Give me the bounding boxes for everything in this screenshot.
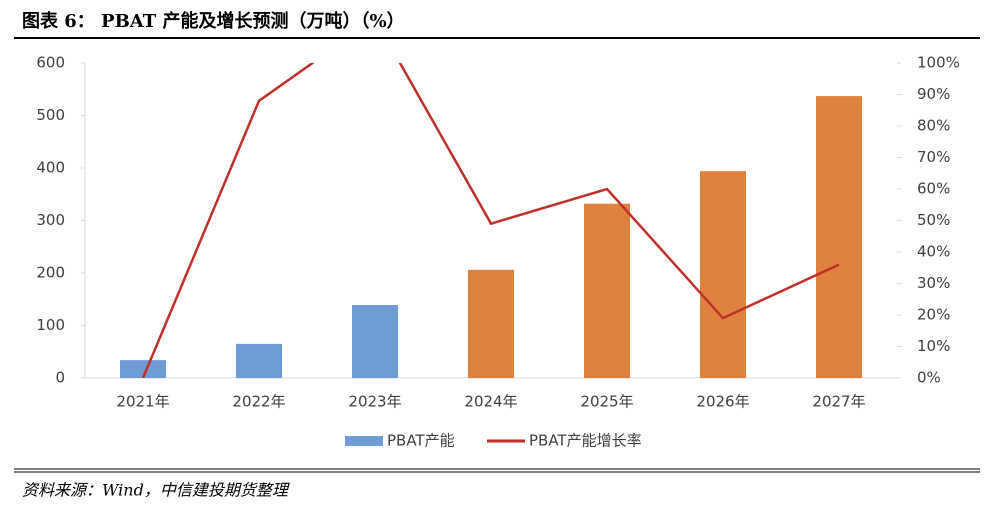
x-tick-label: 2022年 xyxy=(232,393,285,411)
y-tick-label: 500 xyxy=(36,106,65,124)
bar xyxy=(352,305,398,378)
x-tick-label: 2027年 xyxy=(812,393,865,411)
y-tick-label: 200 xyxy=(36,264,65,282)
chart-title: 图表 6： PBAT 产能及增长预测（万吨）（%） xyxy=(22,10,405,32)
x-tick-label: 2025年 xyxy=(580,393,633,411)
y2-tick-label: 80% xyxy=(917,117,950,135)
y2-tick-label: 50% xyxy=(917,211,950,229)
bar xyxy=(816,96,862,378)
y2-tick-label: 10% xyxy=(917,337,950,355)
y2-tick-label: 40% xyxy=(917,243,950,261)
legend-swatch xyxy=(345,436,383,446)
y-tick-label: 600 xyxy=(36,54,65,72)
x-tick-label: 2024年 xyxy=(464,393,517,411)
legend-label: PBAT产能 xyxy=(387,432,455,450)
y-tick-label: 100 xyxy=(36,316,65,334)
bar xyxy=(120,360,166,378)
x-tick-label: 2023年 xyxy=(348,393,401,411)
bar xyxy=(584,203,630,378)
y2-tick-label: 30% xyxy=(917,274,950,292)
y-tick-label: 400 xyxy=(36,159,65,177)
y2-tick-label: 90% xyxy=(917,85,950,103)
source-note: 资料来源：Wind，中信建投期货整理 xyxy=(22,481,290,500)
y2-tick-label: 20% xyxy=(917,306,950,324)
y2-tick-label: 100% xyxy=(917,54,960,72)
line-series xyxy=(141,63,840,378)
bar xyxy=(468,269,514,378)
y-tick-label: 300 xyxy=(36,211,65,229)
bar xyxy=(700,171,746,378)
y-tick-label: 0 xyxy=(55,369,65,387)
x-tick-label: 2021年 xyxy=(116,393,169,411)
x-tick-label: 2026年 xyxy=(696,393,749,411)
legend-label: PBAT产能增长率 xyxy=(529,432,642,450)
y2-tick-label: 60% xyxy=(917,180,950,198)
y2-tick-label: 70% xyxy=(917,148,950,166)
y2-tick-label: 0% xyxy=(917,369,941,387)
bar xyxy=(236,343,282,378)
